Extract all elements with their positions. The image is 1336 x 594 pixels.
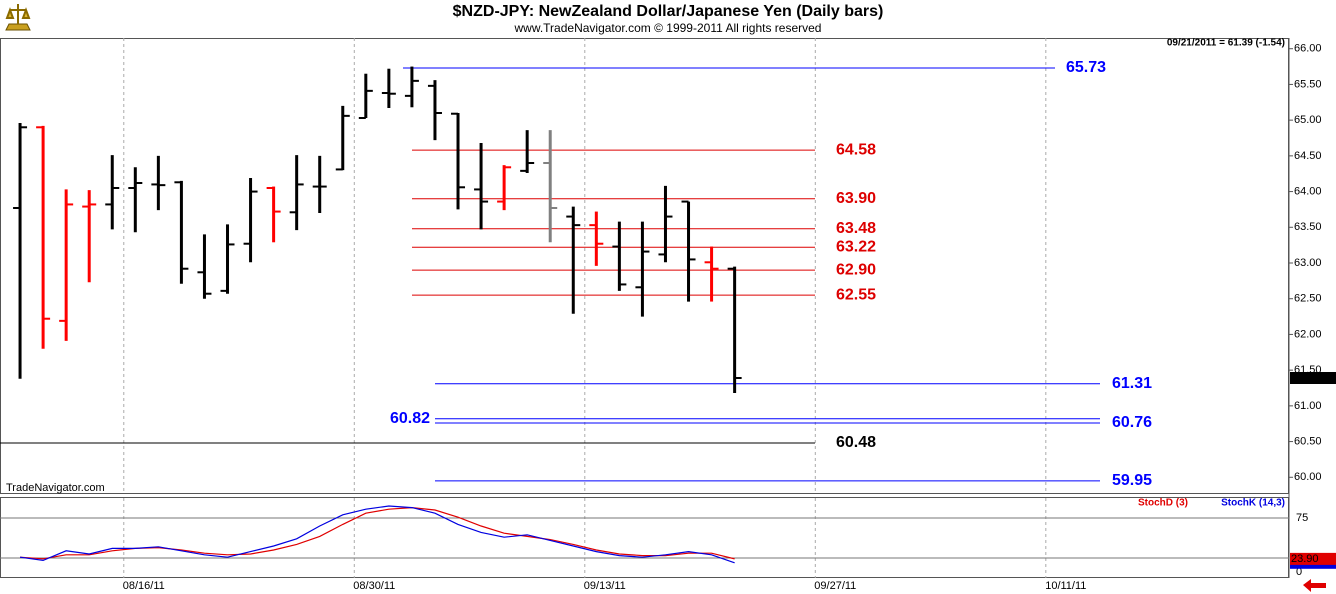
scroll-arrow[interactable] (1303, 579, 1326, 592)
x-tick-label: 08/16/11 (123, 580, 165, 592)
stochd-box (1290, 552, 1336, 565)
watermark: TradeNavigator.com (6, 482, 105, 494)
level-label: 61.31 (1112, 375, 1152, 392)
y-tick-label: 62.50 (1294, 293, 1322, 305)
legend-entry: StochK (14,3) (1221, 498, 1285, 509)
last-price-note: 09/21/2011 = 61.39 (-1.54) (1167, 38, 1285, 49)
x-tick-label: 09/13/11 (584, 580, 626, 592)
level-label: 59.95 (1112, 472, 1152, 489)
y-tick-label: 63.00 (1294, 257, 1322, 269)
level-label: 62.90 (836, 261, 876, 278)
level-label: 60.76 (1112, 414, 1152, 431)
y-tick-label: 62.00 (1294, 328, 1322, 340)
level-label: 60.82 (390, 410, 430, 427)
level-label: 62.55 (836, 286, 876, 303)
y-tick-label: 64.50 (1294, 150, 1322, 162)
logo (5, 4, 31, 31)
x-tick-label: 10/11/11 (1045, 580, 1086, 592)
level-label: 64.58 (836, 141, 876, 158)
y-tick-label: 63.50 (1294, 221, 1322, 233)
chart-subtitle: www.TradeNavigator.com © 1999-2011 All r… (514, 21, 822, 35)
stoch-line (19, 505, 735, 564)
last-price-label: 61.39 (1291, 372, 1319, 384)
level-label: 63.22 (836, 239, 876, 256)
y-tick-label: 60.00 (1294, 471, 1322, 483)
x-tick-label: 08/30/11 (353, 580, 395, 592)
stochd-label: 23.90 (1291, 553, 1319, 565)
last-price-box (1290, 372, 1336, 384)
y-tick-label: 60.50 (1294, 435, 1322, 447)
y-tick-label: 0 (1296, 566, 1302, 578)
y-tick-label: 66.00 (1294, 43, 1322, 55)
x-tick-label: 09/27/11 (814, 580, 856, 592)
level-label: 60.48 (836, 434, 876, 451)
legend-entry: StochD (3) (1138, 498, 1188, 509)
level-label: 63.48 (836, 220, 876, 237)
y-tick-label: 65.00 (1294, 114, 1322, 126)
chart-title: $NZD-JPY: NewZealand Dollar/Japanese Yen… (453, 3, 884, 20)
level-label: 65.73 (1066, 59, 1106, 76)
y-tick-label: 75 (1296, 512, 1308, 524)
y-tick-label: 64.00 (1294, 185, 1322, 197)
y-tick-label: 65.50 (1294, 78, 1322, 90)
y-tick-label: 61.00 (1294, 400, 1322, 412)
level-label: 63.90 (836, 190, 876, 207)
